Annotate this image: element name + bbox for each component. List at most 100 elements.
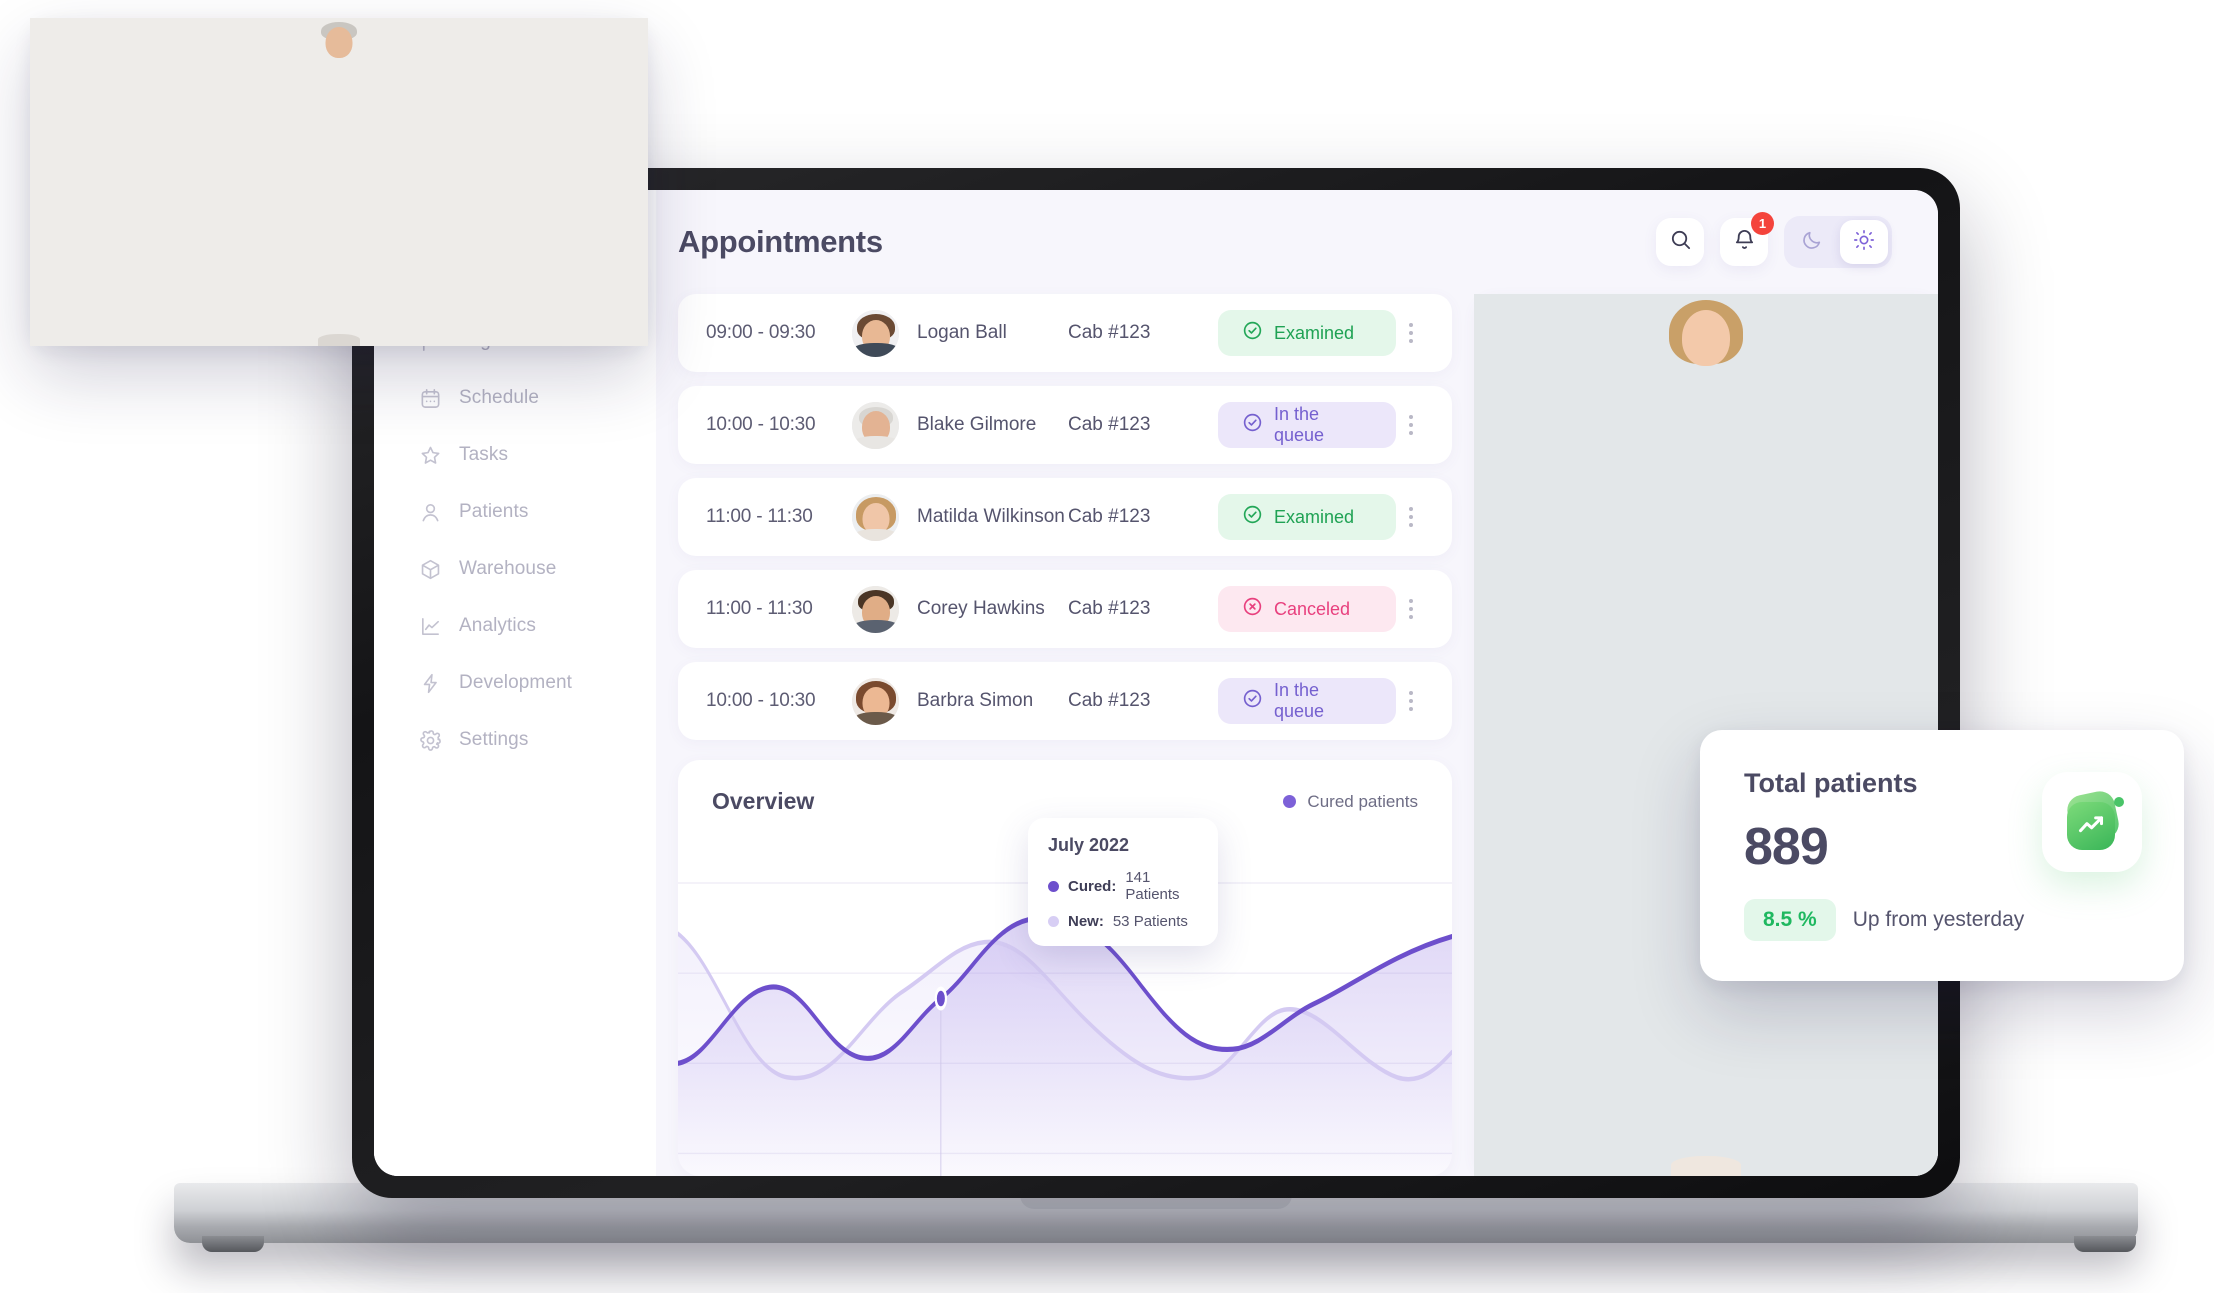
appointment-popup-card: 12:00 - 12:30 Confirmation required Cab …	[30, 18, 648, 346]
total-patients-footer: 8.5 % Up from yesterday	[1744, 899, 2140, 941]
avatar	[852, 585, 899, 633]
appointment-time: 11:00 - 11:30	[706, 506, 813, 527]
sidebar-item-analytics[interactable]: Analytics	[398, 602, 632, 650]
status-badge: Canceled	[1218, 586, 1396, 632]
sidebar-item-label: Patients	[459, 501, 529, 522]
avatar	[852, 309, 899, 357]
moon-icon	[1801, 229, 1823, 256]
check-circle-icon	[1242, 688, 1263, 714]
sidebar-item-label: Tasks	[459, 444, 509, 465]
percent-caption: Up from yesterday	[1852, 908, 2025, 931]
calendar-icon	[418, 386, 442, 410]
tooltip-value-new: 53 Patients	[1112, 913, 1188, 930]
legend-swatch-cured	[1283, 795, 1297, 808]
appointment-time: 11:00 - 11:30	[706, 598, 813, 619]
laptop-mockup: Desktop Organizations Schedule	[174, 168, 2138, 1252]
sidebar-item-patients[interactable]: Patients	[398, 488, 632, 536]
search-icon	[1669, 228, 1692, 256]
table-row[interactable]: 11:00 - 11:30 Matilda	[678, 478, 1452, 556]
trend-up-icon	[2042, 772, 2142, 872]
app-window: Desktop Organizations Schedule	[374, 190, 1938, 1176]
topbar-actions: 1	[1656, 212, 1892, 268]
theme-option-dark[interactable]	[1788, 220, 1836, 264]
sidebar-item-development[interactable]: Development	[398, 659, 632, 707]
sidebar-item-settings[interactable]: Settings	[398, 716, 632, 764]
laptop-screen: Desktop Organizations Schedule	[374, 190, 1938, 1176]
table-row[interactable]: 10:00 - 10:30 Blake G	[678, 386, 1452, 464]
appointment-patient-name: Logan Ball	[917, 322, 1007, 343]
status-label: Canceled	[1274, 598, 1351, 619]
overview-card: Overview Cured patients	[678, 760, 1452, 1176]
appointment-patient-name: Corey Hawkins	[917, 598, 1045, 619]
avatar	[30, 18, 648, 346]
appointment-person: Logan Ball	[852, 309, 1068, 357]
sun-icon	[1853, 229, 1875, 256]
sidebar-item-label: Schedule	[459, 387, 540, 408]
appointment-cab: Cab #123	[1068, 598, 1151, 619]
appointment-patient-name: Barbra Simon	[917, 690, 1034, 711]
appointment-popup-person: Jake Norton	[30, 18, 648, 346]
chart-hover-point	[934, 986, 948, 1011]
table-row[interactable]: 11:00 - 11:30 Corey H	[678, 570, 1452, 648]
status-badge: In the queue	[1218, 402, 1396, 448]
avatar	[852, 401, 899, 449]
tooltip-label-new: New:	[1068, 913, 1104, 930]
appointment-person: Matilda Wilkinson	[852, 493, 1068, 541]
laptop-foot-left	[202, 1236, 264, 1252]
left-column: 09:00 - 09:30 Logan B	[678, 294, 1452, 1176]
row-menu-button[interactable]	[1396, 691, 1426, 711]
status-badge: In the queue	[1218, 678, 1396, 724]
overview-header: Overview Cured patients	[712, 788, 1418, 815]
chart-legend: Cured patients	[1283, 792, 1418, 812]
notifications-button[interactable]: 1	[1720, 212, 1774, 266]
appointment-person: Barbra Simon	[852, 677, 1068, 725]
notification-badge: 1	[1751, 212, 1774, 235]
sidebar-item-label: Warehouse	[459, 558, 557, 579]
sidebar-item-label: Analytics	[459, 615, 536, 636]
search-button[interactable]	[1656, 218, 1704, 266]
sidebar-item-label: Development	[459, 672, 573, 693]
tooltip-row-cured: Cured: 141 Patients	[1048, 869, 1198, 903]
status-label: Examined	[1274, 322, 1355, 343]
appointment-cab: Cab #123	[1068, 690, 1151, 711]
appointment-person: Corey Hawkins	[852, 585, 1068, 633]
lightning-icon	[418, 671, 442, 695]
sidebar-item-tasks[interactable]: Tasks	[398, 431, 632, 479]
theme-option-light[interactable]	[1840, 220, 1888, 264]
row-menu-button[interactable]	[1396, 323, 1426, 343]
check-circle-icon	[1242, 504, 1263, 530]
chart-line-new	[678, 931, 1452, 1082]
table-row[interactable]: 09:00 - 09:30 Logan B	[678, 294, 1452, 372]
total-patients-card: Total patients 889 8.5 % Up from yesterd…	[1700, 730, 2184, 981]
sidebar-item-warehouse[interactable]: Warehouse	[398, 545, 632, 593]
total-patients-value: 889	[1744, 818, 1829, 876]
sidebar-item-label: Settings	[459, 729, 529, 750]
close-circle-icon	[1242, 596, 1263, 622]
tooltip-title: July 2022	[1048, 835, 1130, 855]
row-menu-button[interactable]	[1396, 599, 1426, 619]
page-title: Appointments	[678, 224, 883, 259]
tooltip-dot-cured	[1048, 880, 1059, 892]
status-label: In the queue	[1274, 404, 1325, 445]
patient-summary: Matilda Wilkinson St Audrey's Close, New…	[1474, 294, 1938, 1176]
sidebar-item-schedule[interactable]: Schedule	[398, 374, 632, 422]
appointment-person: Blake Gilmore	[852, 401, 1068, 449]
theme-toggle[interactable]	[1784, 216, 1892, 268]
tooltip-dot-new	[1048, 916, 1059, 927]
star-icon	[418, 443, 442, 467]
gear-icon	[418, 728, 442, 752]
chart-area-cured	[678, 917, 1452, 1176]
table-row[interactable]: 10:00 - 10:30 Barbra	[678, 662, 1452, 740]
row-menu-button[interactable]	[1396, 415, 1426, 435]
row-menu-button[interactable]	[1396, 507, 1426, 527]
tooltip-value-cured: 141 Patients	[1125, 869, 1180, 903]
appointment-time: 10:00 - 10:30	[706, 690, 816, 711]
laptop-foot-right	[2074, 1236, 2136, 1252]
appointment-patient-name: Blake Gilmore	[917, 414, 1037, 435]
status-label: Examined	[1274, 506, 1355, 527]
overview-title: Overview	[712, 788, 815, 814]
appointment-time: 10:00 - 10:30	[706, 414, 816, 435]
avatar	[1474, 294, 1938, 1176]
legend-label-cured: Cured patients	[1307, 791, 1418, 811]
appointment-patient-name: Matilda Wilkinson	[917, 506, 1065, 527]
